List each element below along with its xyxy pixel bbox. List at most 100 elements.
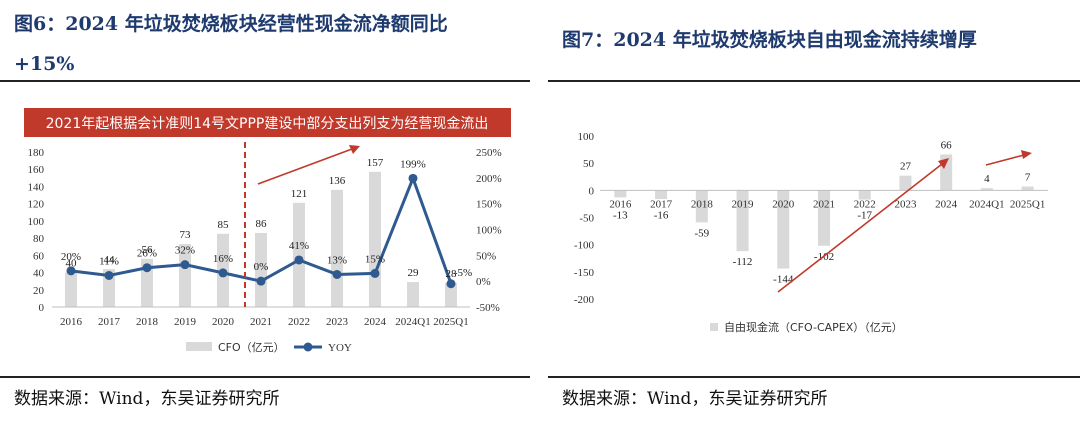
fcf-value-label: -16 xyxy=(654,209,669,221)
x-tick-label: 2022 xyxy=(288,316,310,328)
fcf-value-label: 66 xyxy=(941,139,953,151)
cfo-value-label: 121 xyxy=(291,188,308,200)
cfo-value-label: 85 xyxy=(218,219,230,231)
fcf-bar xyxy=(655,190,668,200)
yoy-value-label: 20% xyxy=(61,251,81,263)
x-tick-label: 2024Q1 xyxy=(395,316,430,328)
cfo-value-label: 86 xyxy=(256,218,268,230)
fcf-value-label: -59 xyxy=(694,227,709,239)
legend-fcf-label: 自由现金流（CFO-CAPEX）（亿元） xyxy=(724,320,903,334)
y-right-tick-label: -50% xyxy=(476,302,500,314)
y-right-tick-label: 50% xyxy=(476,250,496,262)
yoy-marker xyxy=(66,266,76,276)
x-tick-label: 2021 xyxy=(250,316,272,328)
cfo-bar xyxy=(407,282,419,307)
fcf-value-label: -112 xyxy=(733,256,753,268)
fcf-bar xyxy=(899,175,912,191)
yoy-marker xyxy=(104,270,114,280)
x-tick-label: 2022 xyxy=(854,198,876,210)
yoy-value-label: 11% xyxy=(99,255,119,267)
y-left-tick-label: 40 xyxy=(33,268,45,280)
cfo-value-label: 28 xyxy=(446,268,458,280)
cfo-value-label: 56 xyxy=(142,244,154,256)
fcf-bar xyxy=(818,190,830,246)
y-left-tick-label: 60 xyxy=(33,250,45,262)
fcf-value-label: 7 xyxy=(1025,172,1031,184)
y-tick-label: 50 xyxy=(583,158,595,170)
yoy-marker xyxy=(180,260,190,270)
fcf-bar xyxy=(614,190,627,198)
yoy-value-label: 32% xyxy=(175,245,195,257)
yoy-value-label: 16% xyxy=(213,253,233,265)
x-tick-label: 2020 xyxy=(212,316,235,328)
banner-text: 2021年起根据会计准则14号文PPP建设中部分支出列支为经营现金流出 xyxy=(46,116,489,132)
cfo-value-label: 157 xyxy=(367,157,384,169)
x-tick-label: 2025Q1 xyxy=(1010,198,1045,210)
legend-cfo-label: CFO（亿元） xyxy=(218,341,285,354)
y-left-tick-label: 120 xyxy=(28,199,45,211)
cfo-bar xyxy=(331,189,343,307)
cfo-bar xyxy=(179,244,191,307)
fcf-bar xyxy=(1021,186,1034,191)
yoy-marker xyxy=(294,255,304,265)
cfo-value-label: 44 xyxy=(104,254,116,266)
cfo-value-label: 40 xyxy=(66,258,78,270)
yoy-marker xyxy=(370,268,380,278)
yoy-marker xyxy=(446,279,456,289)
left-source: 数据来源：Wind，东吴证券研究所 xyxy=(14,389,280,409)
y-right-tick-label: 200% xyxy=(476,173,502,185)
y-tick-label: -50 xyxy=(579,213,594,225)
cfo-value-label: 73 xyxy=(180,229,192,241)
yoy-marker xyxy=(218,268,228,278)
cfo-bar xyxy=(65,272,77,307)
x-tick-label: 2017 xyxy=(98,316,121,328)
y-left-tick-label: 100 xyxy=(28,216,45,228)
x-tick-label: 2023 xyxy=(326,316,349,328)
left-title-line2: +15% xyxy=(14,53,75,75)
right-bottom-rule xyxy=(548,376,1080,378)
y-tick-label: 100 xyxy=(578,131,595,143)
x-tick-label: 2025Q1 xyxy=(433,316,468,328)
yoy-value-label: 41% xyxy=(289,240,309,252)
y-tick-label: -150 xyxy=(574,267,595,279)
yoy-value-label: 13% xyxy=(327,254,347,266)
yoy-value-label: 26% xyxy=(137,248,157,260)
y-right-tick-label: 250% xyxy=(476,147,502,159)
y-right-tick-label: 0% xyxy=(476,276,491,288)
banner-bg xyxy=(24,108,511,137)
y-left-tick-label: 0 xyxy=(39,302,45,314)
fcf-value-label: 27 xyxy=(900,161,912,173)
legend-cfo-swatch xyxy=(186,342,212,351)
x-tick-label: 2020 xyxy=(772,198,795,210)
left-title-line1: 图6：2024 年垃圾焚烧板块经营性现金流净额同比 xyxy=(14,13,448,35)
fcf-value-label: -13 xyxy=(613,209,628,221)
y-tick-label: -100 xyxy=(574,240,595,252)
x-tick-label: 2018 xyxy=(691,198,714,210)
x-tick-label: 2019 xyxy=(732,198,755,210)
right-source: 数据来源：Wind，东吴证券研究所 xyxy=(562,389,828,409)
x-tick-label: 2024 xyxy=(935,198,958,210)
left-top-rule xyxy=(0,80,530,82)
trend-arrow xyxy=(257,145,360,185)
cfo-value-label: 136 xyxy=(329,175,346,187)
fcf-value-label: -17 xyxy=(857,209,872,221)
x-tick-label: 2024 xyxy=(364,316,387,328)
x-tick-label: 2023 xyxy=(894,198,917,210)
y-tick-label: -200 xyxy=(574,294,595,306)
x-tick-label: 2017 xyxy=(650,198,673,210)
y-left-tick-label: 80 xyxy=(33,233,45,245)
y-right-tick-label: 100% xyxy=(476,225,502,237)
yoy-value-label: 15% xyxy=(365,253,385,265)
left-figure-title: 图6：2024 年垃圾焚烧板块经营性现金流净额同比 +15% xyxy=(14,4,524,84)
fcf-bar xyxy=(736,190,749,252)
fcf-value-label: -144 xyxy=(773,274,794,286)
legend-fcf-swatch xyxy=(710,323,718,331)
trend-arrow xyxy=(985,150,1032,166)
cfo-bar xyxy=(445,282,457,307)
yoy-marker xyxy=(408,173,418,183)
yoy-marker xyxy=(256,276,266,286)
cfo-value-label: 29 xyxy=(408,267,420,279)
y-left-tick-label: 180 xyxy=(28,147,45,159)
x-tick-label: 2024Q1 xyxy=(969,198,1004,210)
